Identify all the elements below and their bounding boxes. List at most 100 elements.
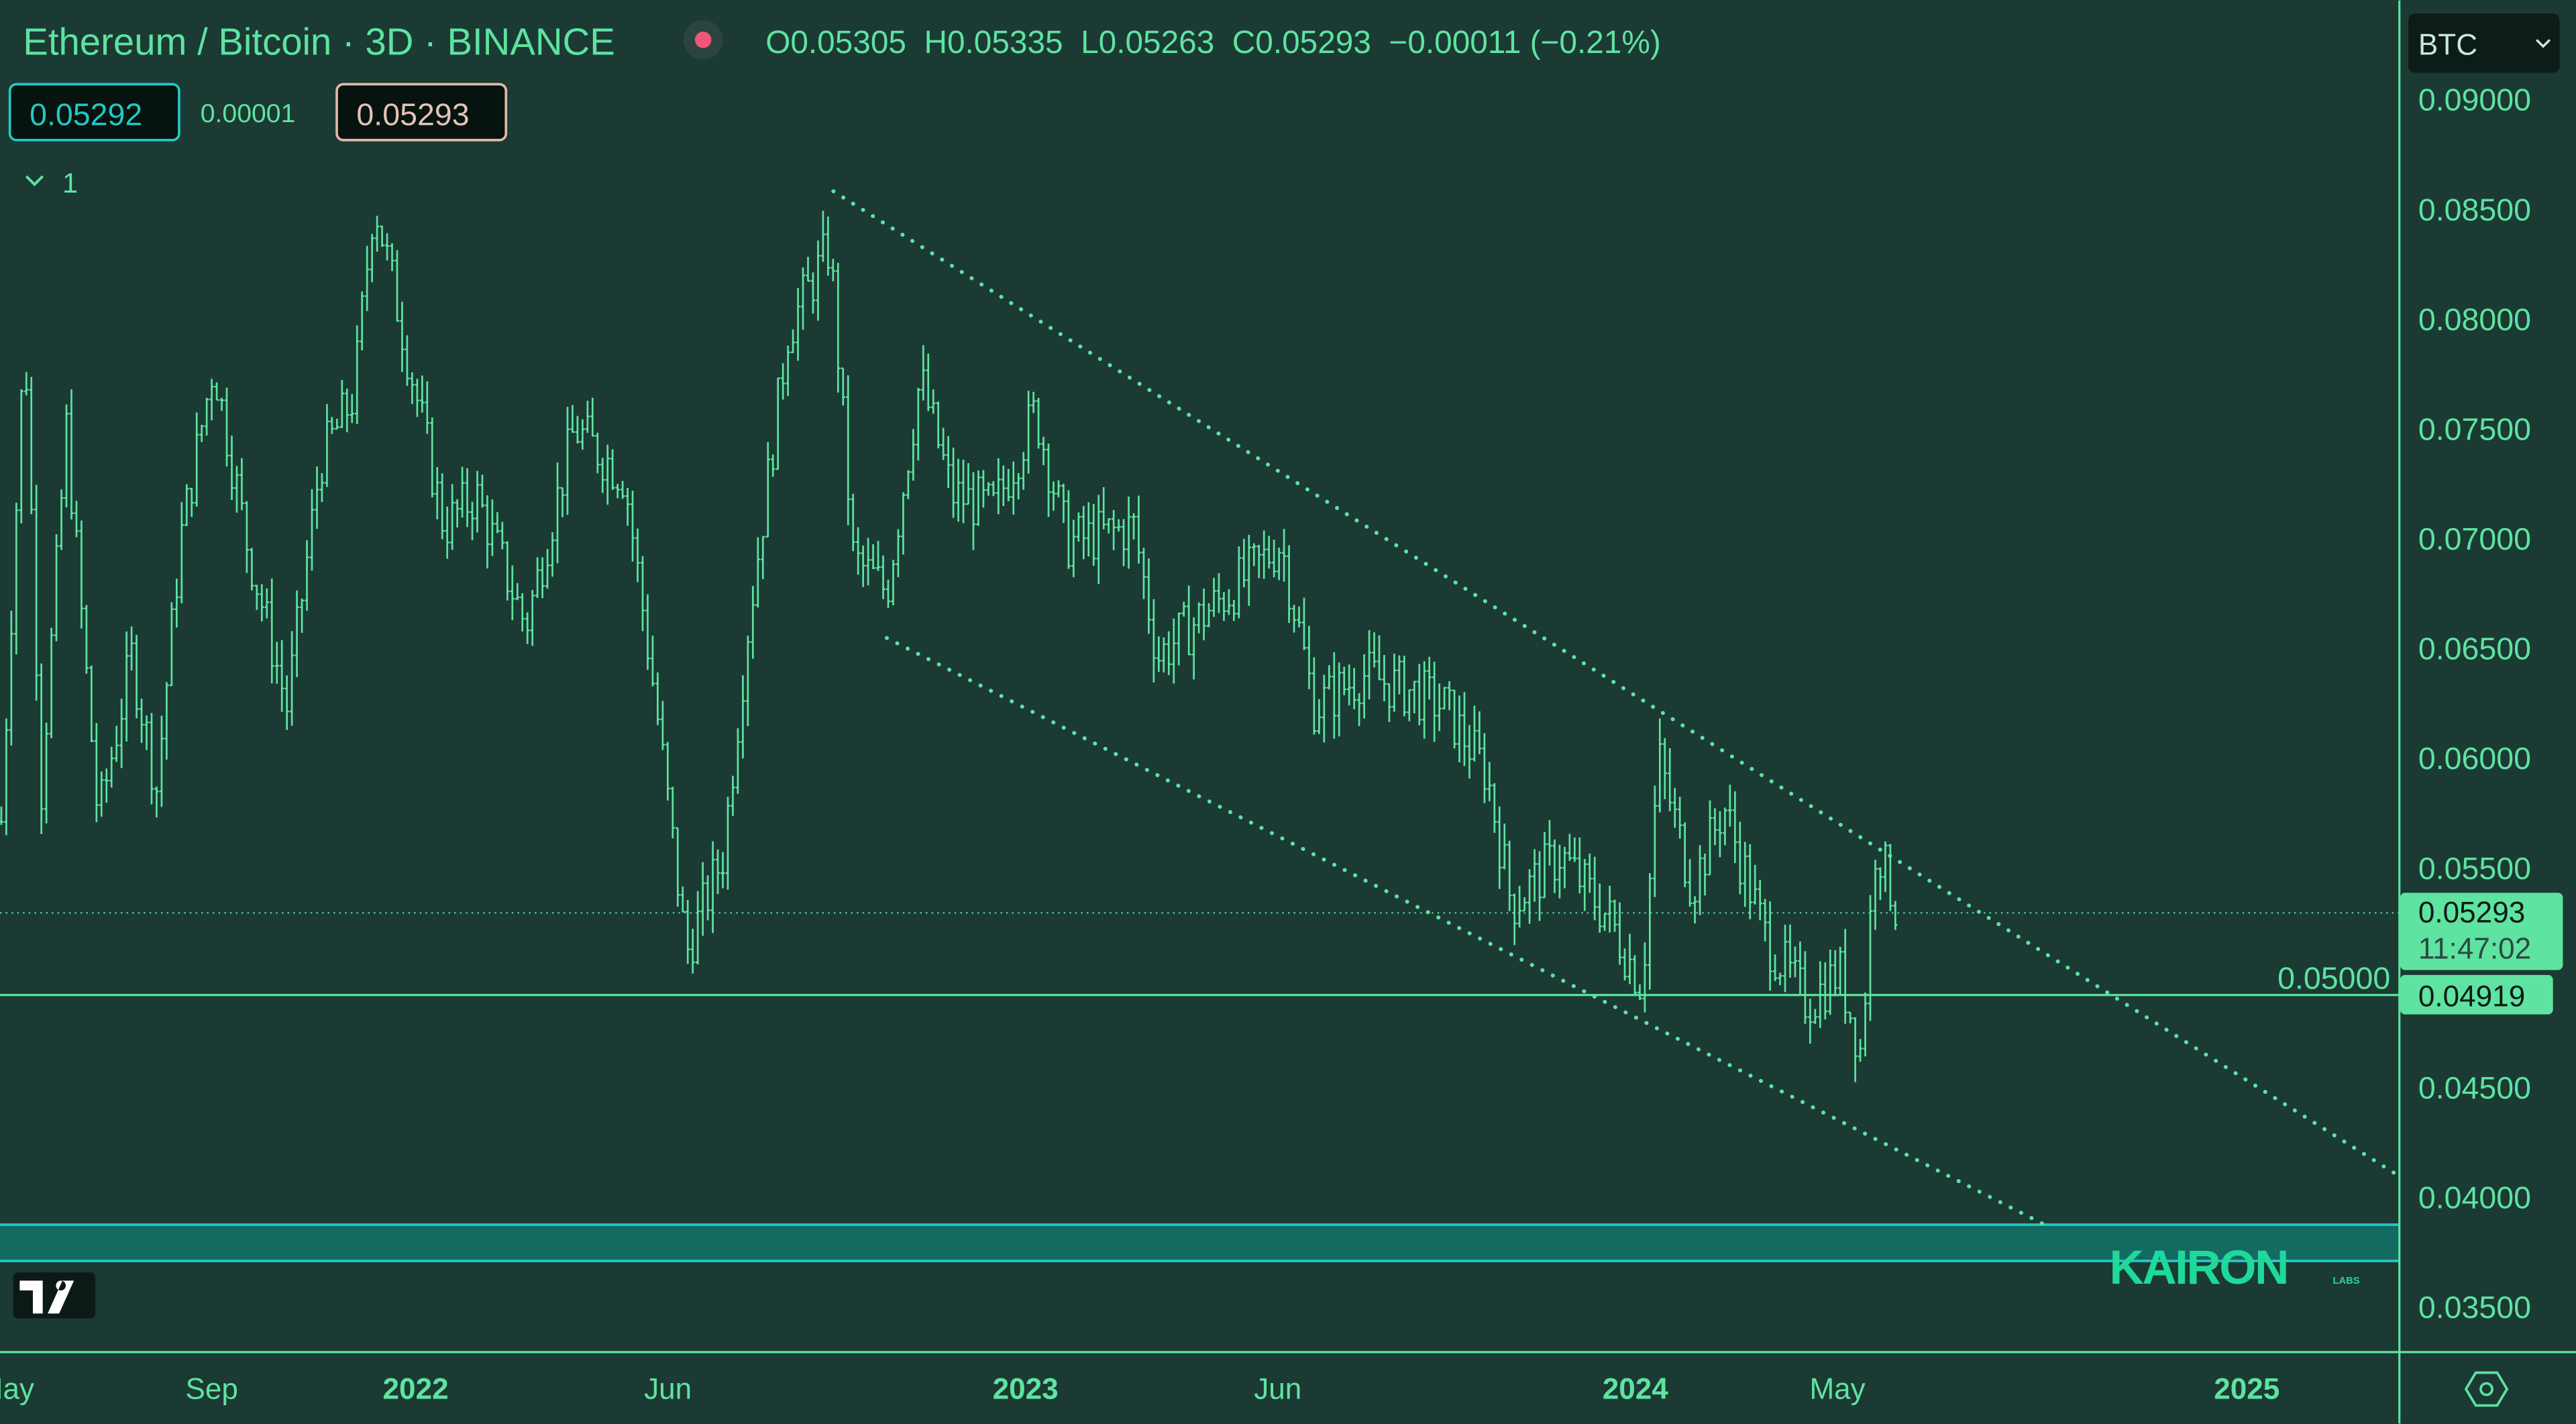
time-axis[interactable]: May Sep 2022 Jun 2023 Jun 2024 May 2025 (0, 1373, 2279, 1406)
candle (435, 467, 439, 519)
candle (916, 387, 921, 461)
candle (1778, 972, 1782, 986)
candle (560, 487, 565, 517)
candle (1021, 452, 1026, 490)
candle (775, 377, 780, 470)
candle (189, 488, 194, 517)
candle (84, 605, 89, 674)
candle (394, 250, 400, 322)
tradingview-logo[interactable] (13, 1272, 96, 1319)
candle (1036, 398, 1041, 449)
price-axis[interactable]: 0.09000 0.08500 0.08000 0.07500 0.07000 0.065… (2277, 83, 2531, 1325)
trendline[interactable] (831, 189, 2400, 1177)
candle (124, 631, 129, 742)
candle (645, 594, 650, 670)
candle (525, 612, 530, 644)
settings-icon[interactable] (2464, 1371, 2509, 1407)
candle (1171, 618, 1176, 684)
candle (1136, 495, 1141, 564)
candle (851, 493, 855, 552)
candle (1407, 689, 1412, 721)
candle (1582, 859, 1587, 911)
chevron-down-icon (2536, 39, 2551, 48)
candle (244, 501, 250, 573)
candle (1743, 842, 1748, 907)
candle (820, 211, 826, 262)
currency-button[interactable]: BTC (2408, 13, 2560, 73)
candle (625, 488, 630, 526)
candle (991, 480, 996, 497)
candle (1622, 948, 1627, 981)
candle (195, 412, 199, 507)
candle (861, 545, 865, 587)
candle (415, 378, 420, 417)
candle (405, 335, 410, 386)
candle (585, 401, 590, 433)
candle (1026, 391, 1031, 474)
candle (1157, 636, 1161, 672)
symbol-title[interactable]: Ethereum / Bitcoin · 3D · BINANCE (23, 20, 615, 62)
candle (1527, 869, 1532, 924)
candle (640, 556, 645, 631)
candle (735, 728, 741, 794)
candle (1086, 502, 1091, 557)
candle (906, 470, 911, 499)
candle (1362, 654, 1366, 719)
price-tick-label: 0.05000 (2277, 960, 2390, 995)
candle (1212, 578, 1216, 617)
candle (816, 240, 820, 321)
candle (1467, 725, 1472, 779)
candle (780, 363, 786, 400)
candle (204, 397, 209, 436)
candle (24, 372, 29, 396)
candle (891, 560, 896, 605)
candle (755, 537, 760, 608)
zone-band[interactable] (0, 1225, 2399, 1261)
candle (1297, 606, 1301, 627)
candle (1847, 1011, 1853, 1024)
candle (575, 415, 580, 444)
candle (911, 429, 916, 481)
candle (164, 682, 169, 760)
candle (1206, 603, 1212, 627)
candle (1177, 612, 1181, 666)
candle (1262, 530, 1267, 579)
plot-area[interactable] (0, 189, 2400, 1262)
sell-button[interactable]: 0.05292 (8, 83, 180, 142)
candle (339, 380, 345, 428)
candle (219, 397, 224, 411)
candle (1677, 797, 1682, 839)
candle (981, 470, 986, 508)
candle (961, 460, 966, 523)
candle (1422, 661, 1427, 739)
candle (1782, 924, 1788, 993)
candle (686, 900, 690, 964)
candle (1102, 487, 1106, 529)
candle (505, 541, 510, 601)
candle (1151, 599, 1157, 682)
bar-countdown: 11:47:02 (2418, 932, 2531, 965)
candle (745, 635, 751, 726)
candle (370, 234, 374, 283)
market-status-dot[interactable] (694, 32, 712, 48)
buy-button[interactable]: 0.05293 (335, 83, 508, 142)
candle (475, 470, 480, 533)
candle (710, 841, 715, 933)
candle (1332, 652, 1336, 739)
candle (846, 375, 851, 525)
candle (1226, 589, 1232, 615)
candle (1652, 785, 1658, 897)
candle (319, 472, 325, 503)
candle (495, 512, 500, 533)
kairon-watermark-sub: LABS (2333, 1276, 2360, 1286)
candle (1472, 705, 1477, 762)
candle (1427, 656, 1432, 700)
bid-price: 0.05292 (30, 97, 142, 132)
candle (1878, 867, 1883, 901)
candle (1632, 955, 1638, 996)
indicators-collapse-toggle[interactable]: 1 (25, 167, 78, 199)
candle (139, 698, 144, 743)
candle (14, 503, 19, 655)
candle (1457, 695, 1462, 762)
